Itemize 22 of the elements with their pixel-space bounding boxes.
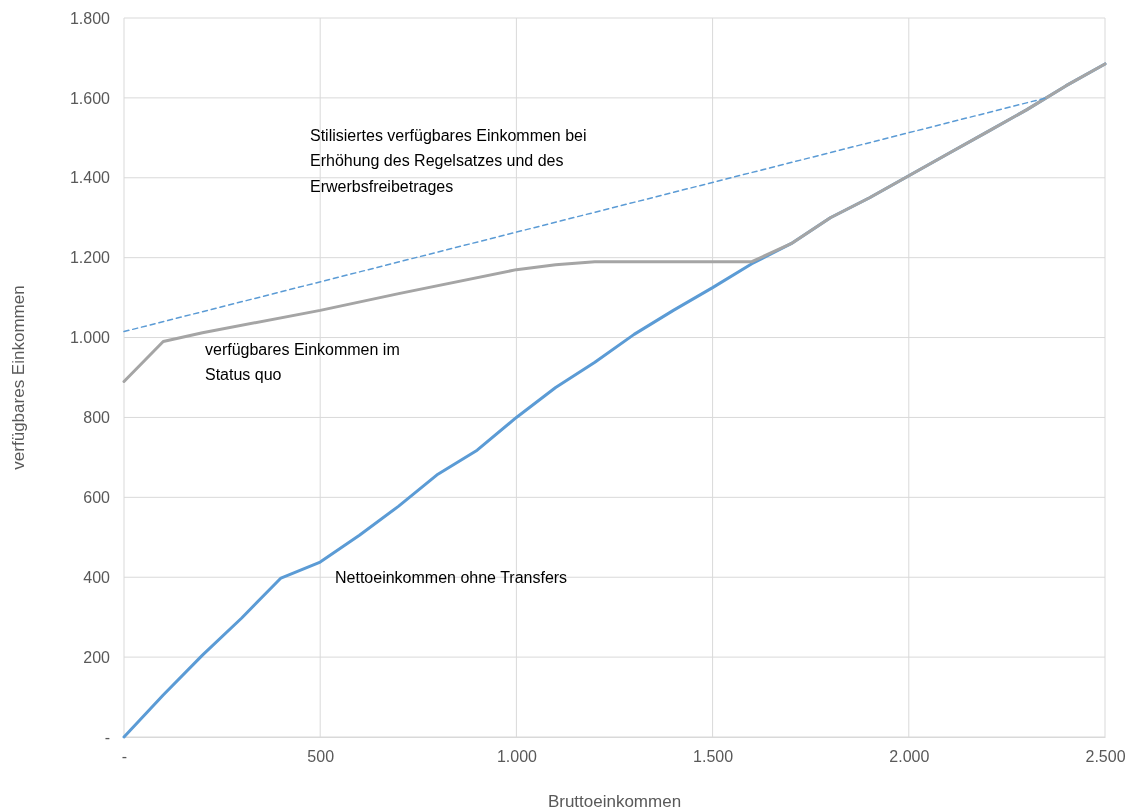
- x-tick-label: 2.500: [1085, 748, 1126, 766]
- x-tick-label: 2.000: [889, 748, 930, 766]
- y-tick-label: 1.000: [69, 329, 111, 347]
- annotation: Nettoeinkommen ohne Transfers: [335, 568, 568, 586]
- annotation: Stilisiertes verfügbares Einkommen bei Erhöhung des Regelsatzes und des Erwerbsfreibetrages: [310, 126, 587, 195]
- x-tick-label: -: [121, 748, 128, 766]
- y-tick-label: 800: [83, 409, 111, 427]
- y-tick-label: 600: [83, 488, 111, 506]
- y-tick-label: 1.400: [69, 169, 111, 187]
- y-tick-label: 1.600: [69, 89, 111, 107]
- x-tick-label: 1.500: [693, 748, 734, 766]
- x-tick-label: 1.000: [496, 748, 538, 766]
- x-axis-title: Bruttoeinkommen: [547, 792, 682, 811]
- y-tick-label: 1.200: [69, 249, 111, 267]
- y-tick-label: 400: [83, 568, 111, 586]
- y-tick-label: 200: [83, 648, 111, 666]
- annotation: verfügbares Einkommen im Status quo: [205, 340, 400, 384]
- y-tick-label: 1.800: [69, 9, 111, 27]
- y-tick-label: -: [104, 728, 110, 746]
- y-axis-title: verfügbares Einkommen: [9, 285, 28, 470]
- line-series: [122, 62, 1107, 383]
- x-tick-label: 500: [307, 748, 335, 766]
